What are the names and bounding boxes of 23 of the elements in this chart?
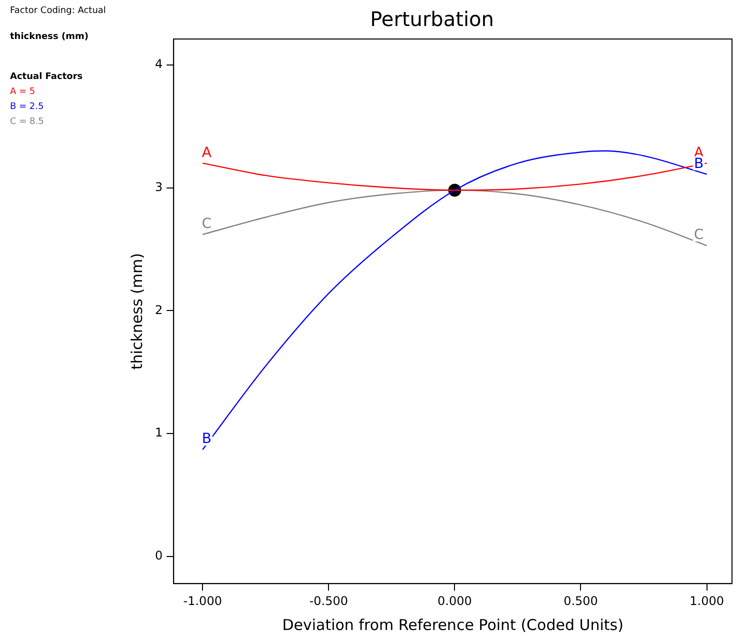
- x-tick-label: 0.000: [438, 594, 472, 608]
- x-tick-label: -0.500: [309, 594, 348, 608]
- y-tick-label: 1: [154, 426, 163, 440]
- chart-title: Perturbation: [370, 7, 494, 32]
- x-tick-label: -1.000: [183, 594, 222, 608]
- x-axis-title: Deviation from Reference Point (Coded Units): [282, 616, 624, 634]
- y-tick-label: 2: [154, 302, 163, 317]
- x-tick-label: 1.000: [690, 594, 724, 608]
- series-label: A: [202, 144, 212, 161]
- series-label: B: [202, 431, 212, 448]
- y-tick-label: 3: [154, 180, 163, 194]
- text: C: [694, 227, 704, 244]
- series-label: C: [202, 216, 212, 232]
- text: Factor Coding: Actual: [10, 6, 106, 16]
- y-axis-title: thickness (mm): [128, 253, 146, 370]
- text: A = 5: [10, 87, 36, 97]
- y-tick-label: 4: [154, 56, 163, 71]
- text: Actual Factors: [10, 72, 84, 82]
- text: C = 8.5: [10, 117, 45, 127]
- x-tick-label: 0.500: [564, 594, 598, 608]
- text: B = 2.5: [10, 102, 45, 112]
- text: thickness (mm): [10, 32, 90, 42]
- y-tick-label: 0: [154, 548, 163, 563]
